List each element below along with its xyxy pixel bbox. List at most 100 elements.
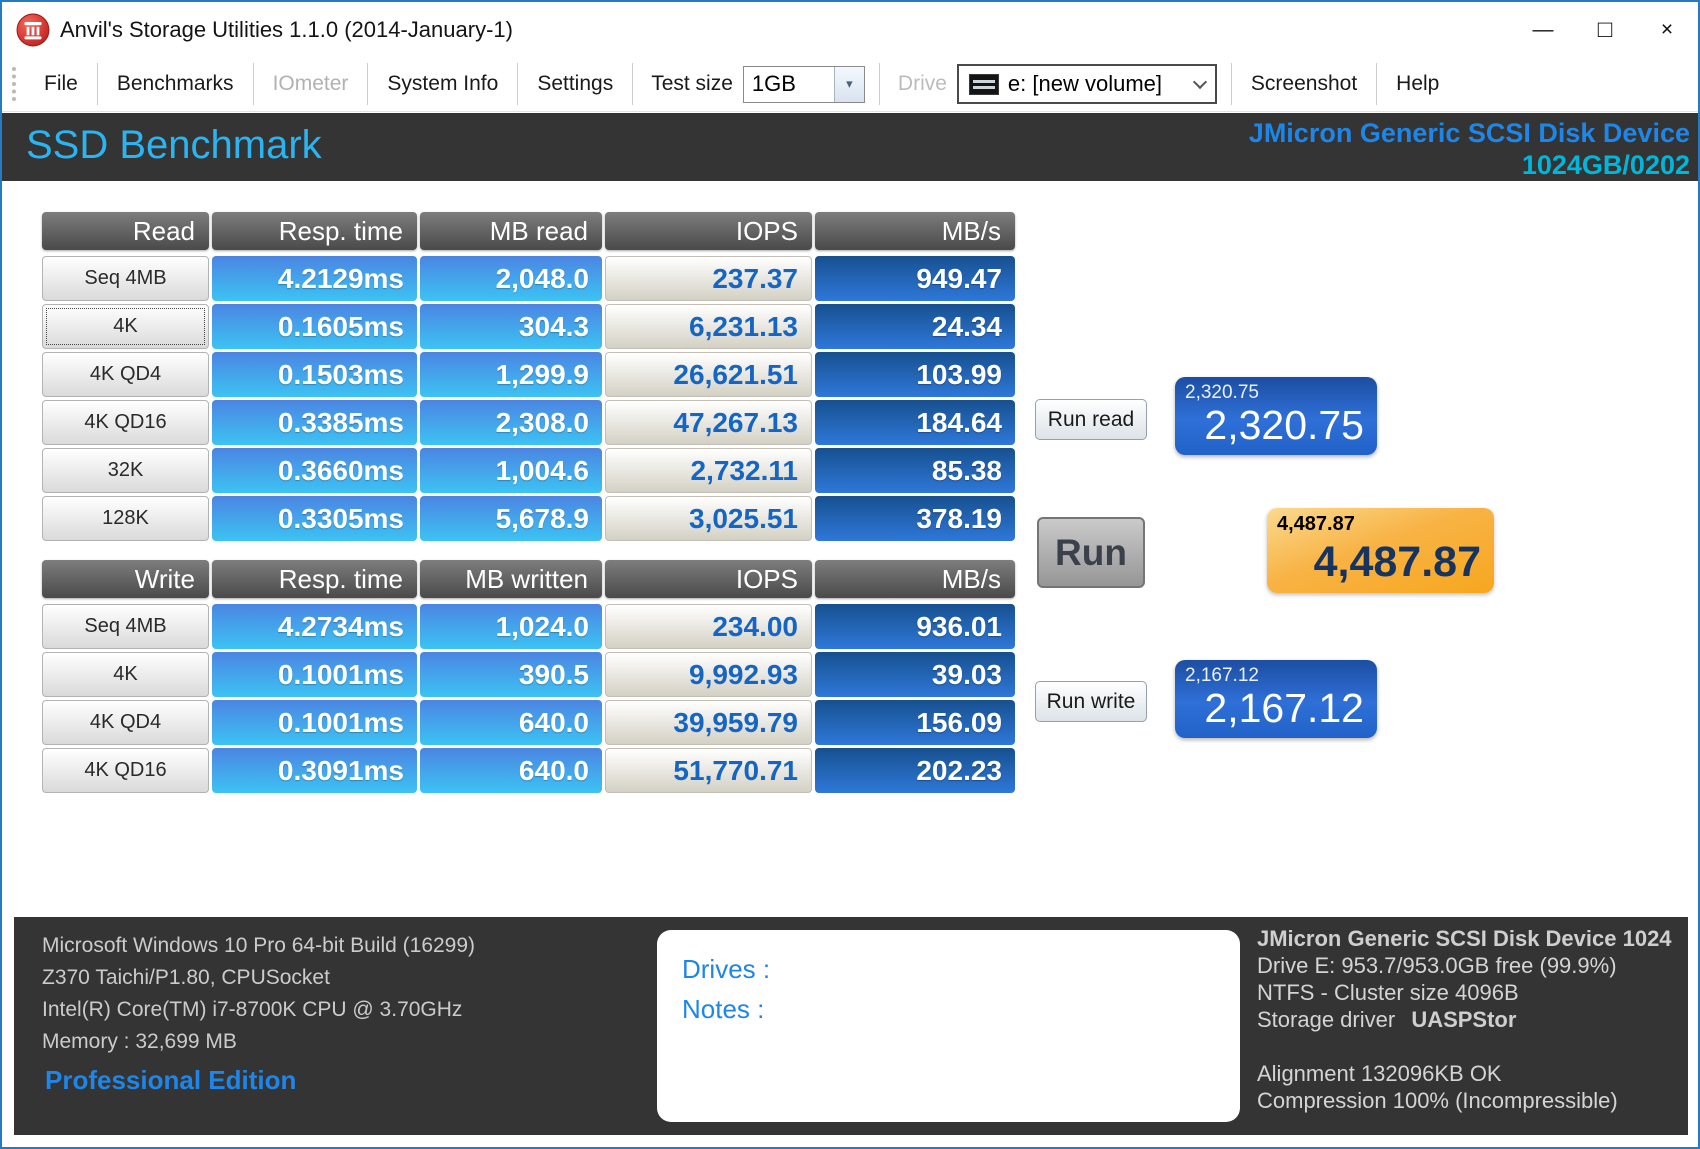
row-label-button[interactable]: 128K — [42, 496, 209, 541]
storage-driver-line: Storage driver UASPStor — [1257, 1006, 1692, 1033]
device-name: JMicron Generic SCSI Disk Device — [1248, 118, 1690, 148]
menu-settings[interactable]: Settings — [537, 72, 614, 95]
toolbar-grip[interactable] — [12, 67, 17, 101]
column-header: MB read — [420, 212, 602, 250]
chevron-down-icon: ▾ — [846, 76, 853, 91]
resp-time-cell: 0.1001ms — [212, 652, 417, 697]
title-bar: Anvil's Storage Utilities 1.1.0 (2014-Ja… — [2, 2, 1698, 57]
dropdown-button[interactable]: ▾ — [833, 66, 864, 102]
divider — [517, 63, 519, 105]
table-row: 128K 0.3305ms 5,678.9 3,025.51 378.19 — [42, 496, 1055, 541]
mb-cell: 2,048.0 — [420, 256, 602, 301]
table-row: 4K QD16 0.3385ms 2,308.0 47,267.13 184.6… — [42, 400, 1055, 445]
resp-time-cell: 0.1001ms — [212, 700, 417, 745]
menu-system-info[interactable]: System Info — [387, 72, 499, 95]
column-header: IOPS — [605, 560, 812, 598]
write-score-box: 2,167.12 2,167.12 — [1175, 660, 1377, 738]
table-row: 4K 0.1001ms 390.5 9,992.93 39.03 — [42, 652, 1055, 697]
storage-driver-value: UASPStor — [1411, 1007, 1517, 1032]
mb-cell: 1,004.6 — [420, 448, 602, 493]
alignment-line: Alignment 132096KB OK — [1257, 1061, 1502, 1086]
test-size-value: 1GB — [751, 70, 796, 96]
drive-label: Drive — [897, 72, 947, 95]
iops-cell: 6,231.13 — [605, 304, 812, 349]
run-write-button[interactable]: Run write — [1035, 681, 1147, 722]
resp-time-cell: 4.2129ms — [212, 256, 417, 301]
drive-select[interactable]: e: [new volume] — [956, 64, 1217, 104]
column-header: Read — [42, 212, 209, 250]
menu-bar: File Benchmarks IOmeter System Info Sett… — [2, 57, 1698, 112]
row-label-button[interactable]: Seq 4MB — [42, 256, 209, 301]
mbs-cell: 156.09 — [815, 700, 1015, 745]
read-table: Read Resp. time MB read IOPS MB/s Seq 4M… — [42, 212, 1055, 542]
divider — [96, 63, 98, 105]
row-label-button[interactable]: 4K QD4 — [42, 352, 209, 397]
resp-time-cell: 0.3305ms — [212, 496, 417, 541]
divider — [252, 63, 254, 105]
disk-title: JMicron Generic SCSI Disk Device 1024 — [1257, 926, 1672, 951]
read-header-row: Read Resp. time MB read IOPS MB/s — [42, 212, 1055, 257]
read-score-box: 2,320.75 2,320.75 — [1175, 377, 1377, 455]
table-row: 4K QD16 0.3091ms 640.0 51,770.71 202.23 — [42, 748, 1055, 793]
table-row: 4K QD4 0.1001ms 640.0 39,959.79 156.09 — [42, 700, 1055, 745]
motherboard-line: Z370 Taichi/P1.80, CPUSocket — [42, 966, 330, 989]
total-score-value: 4,487.87 — [1313, 538, 1481, 586]
storage-driver-label: Storage driver — [1257, 1007, 1396, 1032]
edition-label: Professional Edition — [45, 1065, 297, 1095]
resp-time-cell: 0.1503ms — [212, 352, 417, 397]
divider — [367, 63, 369, 105]
row-label-button[interactable]: 32K — [42, 448, 209, 493]
mb-cell: 1,299.9 — [420, 352, 602, 397]
menu-benchmarks[interactable]: Benchmarks — [116, 72, 234, 95]
table-row: Seq 4MB 4.2129ms 2,048.0 237.37 949.47 — [42, 256, 1055, 301]
drives-label: Drives : — [682, 954, 771, 984]
row-label-button[interactable]: 4K QD4 — [42, 700, 209, 745]
mb-cell: 304.3 — [420, 304, 602, 349]
minimize-button[interactable]: — — [1512, 2, 1574, 57]
mb-cell: 2,308.0 — [420, 400, 602, 445]
maximize-button[interactable]: □ — [1574, 2, 1636, 57]
disk-extra-block: Alignment 132096KB OK Compression 100% (… — [1257, 1060, 1618, 1114]
iops-cell: 2,732.11 — [605, 448, 812, 493]
close-icon: × — [1660, 17, 1674, 41]
drives-notes-panel[interactable]: Drives : Notes : — [657, 930, 1240, 1122]
row-label-button[interactable]: 4K QD16 — [42, 748, 209, 793]
menu-screenshot[interactable]: Screenshot — [1250, 72, 1358, 95]
divider — [1376, 63, 1378, 105]
read-score-small: 2,320.75 — [1185, 382, 1259, 403]
page-title: SSD Benchmark — [26, 123, 322, 167]
menu-iometer: IOmeter — [272, 72, 349, 95]
resp-time-cell: 0.1605ms — [212, 304, 417, 349]
close-button[interactable]: × — [1636, 2, 1698, 57]
column-header: Write — [42, 560, 209, 598]
maximize-icon: □ — [1597, 15, 1613, 43]
system-info-block: Microsoft Windows 10 Pro 64-bit Build (1… — [42, 930, 475, 1058]
iops-cell: 3,025.51 — [605, 496, 812, 541]
column-header: Resp. time — [212, 560, 417, 598]
menu-file[interactable]: File — [44, 72, 78, 95]
row-label-button[interactable]: 4K QD16 — [42, 400, 209, 445]
window-title: Anvil's Storage Utilities 1.1.0 (2014-Ja… — [60, 16, 513, 42]
mbs-cell: 103.99 — [815, 352, 1015, 397]
write-score-small: 2,167.12 — [1185, 665, 1259, 686]
mbs-cell: 949.47 — [815, 256, 1015, 301]
table-row: 4K 0.1605ms 304.3 6,231.13 24.34 — [42, 304, 1055, 349]
column-header: IOPS — [605, 212, 812, 250]
notes-label: Notes : — [682, 994, 765, 1024]
row-label-button[interactable]: 4K — [42, 652, 209, 697]
row-label-button[interactable]: Seq 4MB — [42, 604, 209, 649]
mbs-cell: 24.34 — [815, 304, 1015, 349]
mb-cell: 390.5 — [420, 652, 602, 697]
drive-icon — [968, 73, 999, 95]
os-line: Microsoft Windows 10 Pro 64-bit Build (1… — [42, 934, 476, 957]
window-controls: — □ × — [1512, 2, 1698, 57]
write-table: Write Resp. time MB written IOPS MB/s Se… — [42, 560, 1055, 800]
iops-cell: 26,621.51 — [605, 352, 812, 397]
menu-help[interactable]: Help — [1396, 72, 1440, 95]
run-read-button[interactable]: Run read — [1035, 399, 1147, 440]
test-size-select[interactable]: 1GB ▾ — [742, 65, 865, 103]
divider — [632, 63, 634, 105]
run-button[interactable]: Run — [1037, 517, 1145, 588]
total-score-small: 4,487.87 — [1277, 513, 1355, 535]
row-label-button[interactable]: 4K — [42, 304, 209, 349]
